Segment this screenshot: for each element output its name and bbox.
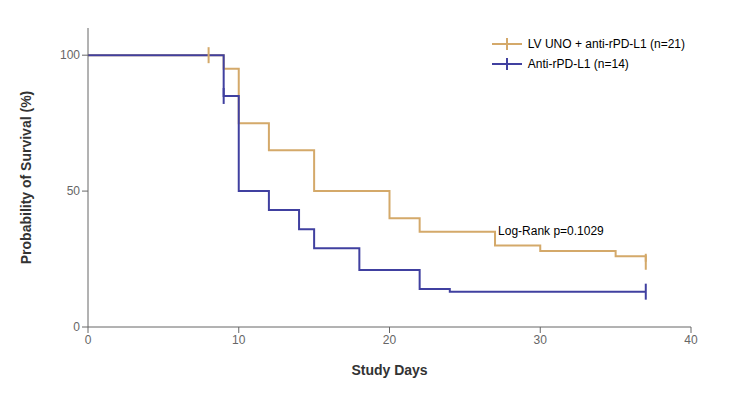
svg-text:Probability of Survival (%): Probability of Survival (%) — [18, 91, 34, 264]
svg-text:0: 0 — [85, 333, 92, 347]
svg-text:10: 10 — [232, 333, 246, 347]
svg-text:40: 40 — [684, 333, 698, 347]
svg-text:50: 50 — [67, 184, 81, 198]
svg-text:30: 30 — [534, 333, 548, 347]
html-text:LV UNO + anti-rPD-L1 (n=21): LV UNO + anti-rPD-L1 (n=21) — [527, 37, 685, 51]
html-text:Anti-rPD-L1 (n=14): Anti-rPD-L1 (n=14) — [527, 57, 629, 71]
svg-text:100: 100 — [60, 48, 80, 62]
svg-text:0: 0 — [73, 320, 80, 334]
svg-text:Study Days: Study Days — [351, 362, 427, 378]
svg-text:20: 20 — [383, 333, 397, 347]
html-text:Log-Rank p=0.1029: Log-Rank p=0.1029 — [498, 224, 604, 239]
